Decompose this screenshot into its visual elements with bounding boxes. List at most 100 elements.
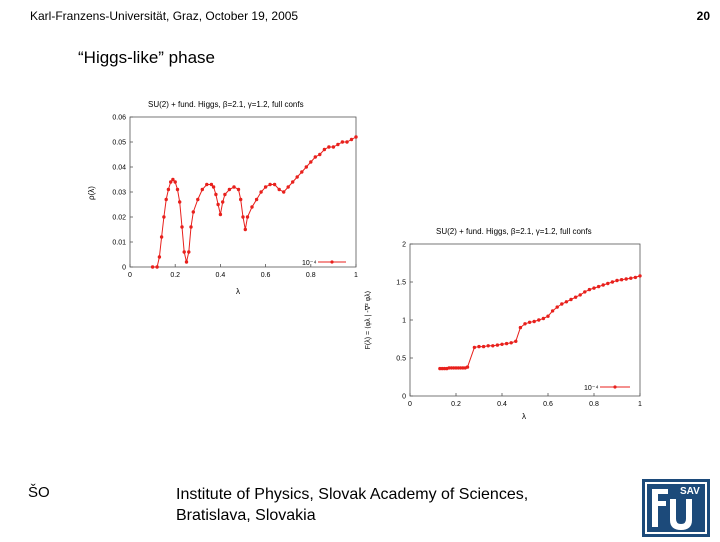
- data-point: [164, 197, 168, 202]
- data-point: [477, 344, 481, 349]
- y-tick-label: 0.02: [112, 215, 126, 222]
- chart-rho-legend-label: 10⁻⁴: [302, 260, 317, 267]
- data-point: [295, 175, 299, 179]
- data-point: [495, 343, 500, 347]
- data-point: [175, 187, 180, 192]
- data-point: [223, 192, 227, 197]
- data-point: [291, 180, 295, 184]
- data-point: [218, 212, 223, 217]
- data-point: [286, 185, 290, 189]
- data-point: [318, 152, 322, 157]
- data-point: [178, 200, 182, 204]
- y-tick-label: 0.5: [396, 356, 406, 363]
- y-tick-label: 0: [122, 265, 126, 272]
- data-point: [573, 295, 578, 299]
- chart-rho-ylabel: ρ(λ): [87, 186, 96, 200]
- data-point: [349, 137, 354, 142]
- data-point: [263, 185, 268, 189]
- data-point: [180, 225, 184, 229]
- data-point: [155, 265, 159, 269]
- chart-f-xlabel: λ: [522, 412, 526, 421]
- data-point: [532, 319, 536, 324]
- data-point: [638, 274, 642, 278]
- x-tick-label: 0: [128, 272, 132, 279]
- data-point: [569, 297, 573, 302]
- data-point: [587, 287, 592, 292]
- chart-rho-background: [88, 95, 368, 300]
- data-point: [200, 187, 204, 192]
- data-point: [555, 305, 559, 309]
- chart-f-lambda: SU(2) + fund. Higgs, β=2.1, γ=1.2, full …: [362, 222, 648, 422]
- footer-institute-line1: Institute of Physics, Slovak Academy of …: [176, 486, 529, 503]
- data-point: [182, 250, 186, 254]
- chart-rho-xlabel: λ: [236, 287, 240, 296]
- x-tick-label: 1: [638, 401, 642, 408]
- data-point: [313, 155, 317, 159]
- data-point: [491, 344, 495, 348]
- data-point: [268, 182, 272, 187]
- data-point: [340, 140, 345, 144]
- x-tick-label: 0.8: [306, 272, 316, 279]
- data-point: [241, 215, 245, 219]
- chart-f-legend-label: 10⁻⁴: [584, 385, 599, 392]
- data-point: [184, 260, 189, 264]
- data-point: [481, 344, 486, 349]
- data-point: [523, 322, 527, 326]
- data-point: [550, 309, 555, 313]
- data-point: [619, 278, 624, 282]
- data-point: [205, 182, 209, 187]
- chart-rho-lambda: SU(2) + fund. Higgs, β=2.1, γ=1.2, full …: [87, 95, 368, 300]
- data-point: [610, 280, 615, 284]
- data-point: [537, 318, 541, 322]
- sav-logo-icon: SAV: [642, 479, 710, 537]
- data-point: [173, 180, 177, 184]
- x-tick-label: 0.4: [216, 272, 226, 279]
- data-point: [282, 190, 286, 194]
- y-tick-label: 0: [402, 394, 406, 401]
- data-point: [250, 205, 254, 209]
- data-point: [209, 182, 214, 187]
- data-point: [322, 147, 327, 152]
- data-point: [187, 250, 191, 254]
- y-tick-label: 0.06: [112, 115, 126, 122]
- chart-f-legend-marker: [613, 385, 617, 389]
- data-point: [272, 182, 277, 187]
- data-point: [304, 165, 308, 169]
- data-point: [245, 215, 250, 219]
- data-point: [309, 160, 313, 164]
- x-tick-label: 0.6: [543, 401, 553, 408]
- data-point: [500, 342, 504, 346]
- data-point: [624, 277, 628, 281]
- data-point: [232, 185, 236, 189]
- x-tick-label: 0.6: [261, 272, 271, 279]
- footer-initials: ŠO: [28, 484, 50, 501]
- data-point: [601, 283, 605, 287]
- footer-institute-line2: Bratislava, Slovakia: [176, 507, 316, 524]
- data-point: [518, 325, 523, 330]
- data-point: [472, 345, 477, 350]
- data-point: [541, 316, 546, 321]
- y-tick-label: 1: [402, 318, 406, 325]
- chart-f-title: SU(2) + fund. Higgs, β=2.1, γ=1.2, full …: [436, 227, 592, 236]
- data-point: [254, 197, 259, 202]
- data-point: [277, 187, 281, 192]
- svg-text:SAV: SAV: [680, 486, 700, 497]
- footer-institute: Institute of Physics, Slovak Academy of …: [176, 484, 596, 526]
- data-point: [166, 187, 171, 192]
- data-point: [509, 341, 513, 345]
- chart-rho-title: SU(2) + fund. Higgs, β=2.1, γ=1.2, full …: [148, 100, 304, 109]
- data-point: [157, 255, 162, 259]
- x-tick-label: 1: [354, 272, 358, 279]
- data-point: [227, 187, 232, 192]
- data-point: [214, 192, 218, 197]
- data-point: [300, 170, 304, 174]
- data-point: [239, 197, 243, 202]
- data-point: [189, 225, 193, 229]
- data-point: [327, 145, 331, 149]
- data-point: [560, 302, 564, 306]
- y-tick-label: 0.01: [112, 240, 126, 247]
- data-point: [527, 320, 532, 324]
- data-point: [354, 135, 358, 139]
- x-tick-label: 0.2: [451, 401, 461, 408]
- footer-bar: [0, 474, 720, 540]
